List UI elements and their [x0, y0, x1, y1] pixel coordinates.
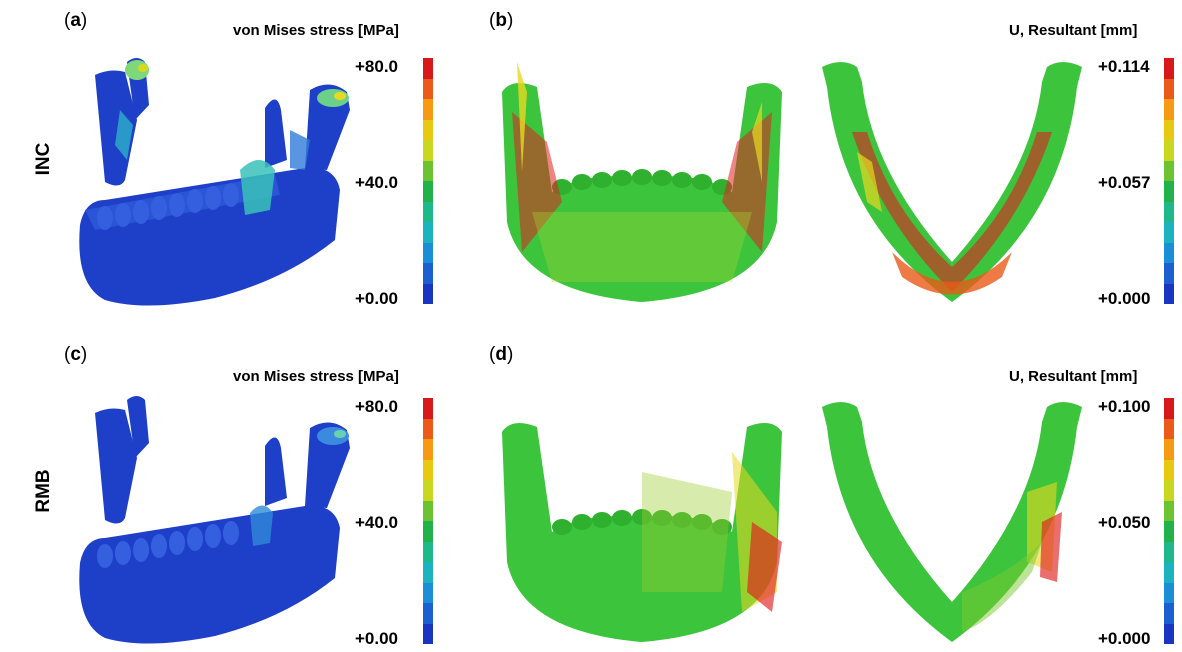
- colorbar-segment: [423, 160, 433, 181]
- tick-c-mid: +40.0: [355, 513, 399, 532]
- colorbar-segment: [1164, 140, 1174, 161]
- mandible-displacement-rmb-occlusal: [822, 402, 1082, 642]
- tick-b-min: +0.000: [1098, 289, 1151, 308]
- colorbar-segment: [423, 541, 433, 562]
- colorbar-c: [423, 398, 433, 644]
- colorbar-segment: [1164, 78, 1174, 99]
- colorbar-title-a: von Mises stress [MPa]: [233, 22, 399, 39]
- panel-label-c: (c): [64, 344, 88, 365]
- mandible-displacement-inc-front: [502, 62, 782, 302]
- tick-a-max: +80.0: [355, 57, 399, 76]
- colorbar-segment: [423, 283, 433, 304]
- tick-a-min: +0.00: [355, 289, 399, 308]
- row-label-rmb: RMB: [33, 469, 54, 513]
- colorbar-segment: [423, 459, 433, 480]
- colorbar-segment: [1164, 160, 1174, 181]
- colorbar-segment: [423, 263, 433, 284]
- colorbar-segment: [1164, 242, 1174, 263]
- panel-label-b: (b): [489, 10, 514, 31]
- mandible-displacement-rmb-front: [502, 423, 782, 642]
- colorbar-segment: [1164, 283, 1174, 304]
- colorbar-title-d: U, Resultant [mm]: [1009, 368, 1138, 385]
- tick-c-min: +0.00: [355, 629, 399, 648]
- tick-d-max: +0.100: [1098, 397, 1151, 416]
- colorbar-segment: [1164, 201, 1174, 222]
- colorbar-segment: [1164, 222, 1174, 243]
- colorbar-segment: [423, 140, 433, 161]
- colorbar-segment: [1164, 582, 1174, 603]
- colorbar-segment: [423, 623, 433, 644]
- tick-b-max: +0.114: [1098, 57, 1150, 76]
- colorbar-segment: [1164, 439, 1174, 460]
- colorbar-segment: [1164, 263, 1174, 284]
- colorbar-segment: [423, 181, 433, 202]
- colorbar-segment: [1164, 480, 1174, 501]
- panel-label-a: (a): [64, 10, 88, 31]
- colorbar-segment: [423, 480, 433, 501]
- colorbar-d: [1164, 398, 1174, 644]
- colorbar-segment: [423, 521, 433, 542]
- colorbar-segment: [1164, 459, 1174, 480]
- colorbar-segment: [1164, 418, 1174, 439]
- colorbar-segment: [1164, 500, 1174, 521]
- tick-c-max: +80.0: [355, 397, 399, 416]
- colorbar-segment: [423, 582, 433, 603]
- colorbar-segment: [423, 78, 433, 99]
- colorbar-segment: [1164, 623, 1174, 644]
- mandible-stress-rmb: [79, 396, 350, 644]
- colorbar-segment: [1164, 181, 1174, 202]
- tick-a-mid: +40.0: [355, 173, 399, 192]
- colorbar-segment: [423, 439, 433, 460]
- colorbar-segment: [423, 398, 433, 419]
- colorbar-segment: [1164, 562, 1174, 583]
- colorbar-segment: [1164, 119, 1174, 140]
- colorbar-b: [1164, 58, 1174, 304]
- colorbar-title-b: U, Resultant [mm]: [1009, 22, 1138, 39]
- mandible-displacement-inc-occlusal: [822, 62, 1082, 302]
- colorbar-segment: [423, 242, 433, 263]
- colorbar-segment: [1164, 99, 1174, 120]
- colorbar-segment: [1164, 58, 1174, 79]
- colorbar-a: [423, 58, 433, 304]
- colorbar-segment: [423, 418, 433, 439]
- tick-b-mid: +0.057: [1098, 173, 1151, 192]
- colorbar-segment: [1164, 603, 1174, 624]
- colorbar-segment: [423, 500, 433, 521]
- colorbar-segment: [1164, 541, 1174, 562]
- colorbar-segment: [1164, 398, 1174, 419]
- colorbar-title-c: von Mises stress [MPa]: [233, 368, 399, 385]
- colorbar-segment: [423, 119, 433, 140]
- row-label-inc: INC: [33, 142, 54, 176]
- tick-d-mid: +0.050: [1098, 513, 1151, 532]
- colorbar-segment: [1164, 521, 1174, 542]
- colorbar-segment: [423, 222, 433, 243]
- colorbar-segment: [423, 99, 433, 120]
- colorbar-segment: [423, 58, 433, 79]
- panel-label-d: (d): [489, 344, 514, 365]
- colorbar-segment: [423, 603, 433, 624]
- colorbar-segment: [423, 562, 433, 583]
- colorbar-segment: [423, 201, 433, 222]
- mandible-stress-inc: [79, 58, 350, 306]
- tick-d-min: +0.000: [1098, 629, 1151, 648]
